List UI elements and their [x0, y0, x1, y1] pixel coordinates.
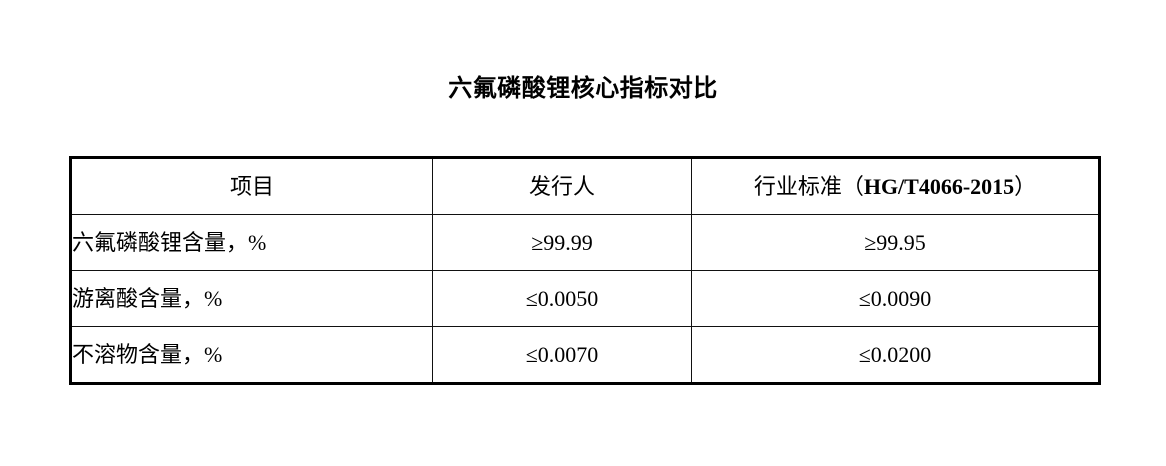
header-standard-suffix: ） — [1014, 173, 1037, 199]
row-standard-value-cell: ≤0.0090 — [691, 270, 1100, 327]
row-label-text: 六氟磷酸锂含量，% — [72, 229, 267, 255]
table-container: 项目 发行人 行业标准（HG/T4066-2015） 六氟磷酸锂含量，% ≥99… — [69, 156, 1101, 385]
row-issuer-value-cell: ≥99.99 — [432, 214, 692, 271]
header-label-item: 项目 — [229, 173, 274, 199]
page-title: 六氟磷酸锂核心指标对比 — [448, 75, 718, 102]
table-row: 六氟磷酸锂含量，% ≥99.99 ≥99.95 — [70, 214, 1100, 271]
row-label-cell: 游离酸含量，% — [70, 270, 433, 327]
row-standard-value-text: ≤0.0200 — [858, 341, 932, 367]
table-row: 游离酸含量，% ≤0.0050 ≤0.0090 — [70, 270, 1100, 327]
table-row: 不溶物含量，% ≤0.0070 ≤0.0200 — [70, 326, 1100, 384]
header-standard-prefix: 行业标准（ — [753, 173, 864, 199]
header-cell-industry-standard: 行业标准（HG/T4066-2015） — [691, 157, 1100, 215]
header-standard-code: HG/T4066-2015 — [863, 173, 1015, 199]
row-issuer-value-cell: ≤0.0070 — [432, 326, 692, 384]
row-issuer-value-cell: ≤0.0050 — [432, 270, 692, 327]
row-standard-value-cell: ≥99.95 — [691, 214, 1100, 271]
header-cell-issuer: 发行人 — [432, 157, 692, 215]
row-issuer-value-text: ≤0.0070 — [525, 341, 599, 367]
comparison-table: 项目 发行人 行业标准（HG/T4066-2015） 六氟磷酸锂含量，% ≥99… — [69, 156, 1101, 385]
row-issuer-value-text: ≤0.0050 — [525, 285, 599, 311]
header-cell-item: 项目 — [70, 157, 433, 215]
table-header-row: 项目 发行人 行业标准（HG/T4066-2015） — [70, 157, 1100, 215]
row-label-text: 游离酸含量，% — [72, 285, 223, 311]
row-issuer-value-text: ≥99.99 — [531, 229, 593, 255]
header-label-industry-standard: 行业标准（HG/T4066-2015） — [754, 174, 1036, 200]
header-label-issuer: 发行人 — [528, 173, 595, 199]
row-label-text: 不溶物含量，% — [72, 341, 223, 367]
row-standard-value-cell: ≤0.0200 — [691, 326, 1100, 384]
row-standard-value-text: ≤0.0090 — [858, 285, 932, 311]
row-label-cell: 不溶物含量，% — [70, 326, 433, 384]
row-label-cell: 六氟磷酸锂含量，% — [70, 214, 433, 271]
row-standard-value-text: ≥99.95 — [864, 229, 926, 255]
